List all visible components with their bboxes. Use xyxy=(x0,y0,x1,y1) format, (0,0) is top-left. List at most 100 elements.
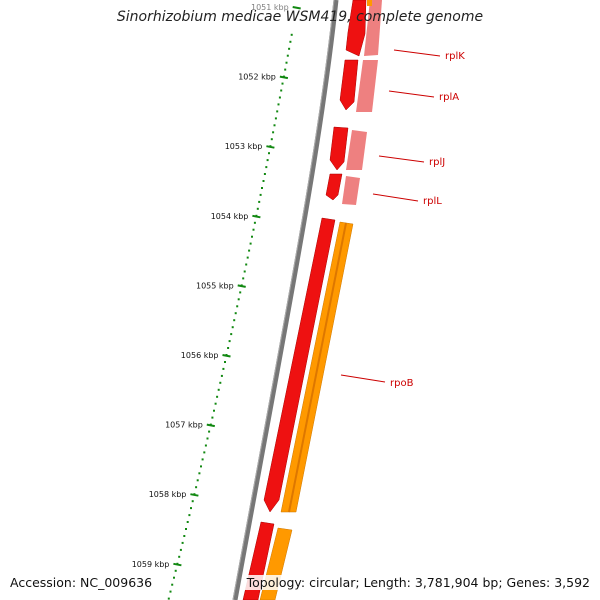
gene-label[interactable]: rplA xyxy=(439,92,459,103)
ruler-major-tick xyxy=(222,354,231,358)
cds-rplk-feature[interactable] xyxy=(364,0,382,56)
ruler-minor-tick xyxy=(272,131,275,134)
gene-rpla-feature[interactable] xyxy=(339,59,359,111)
ruler-minor-tick xyxy=(206,437,209,440)
ruler-label: 1055 kbp xyxy=(196,281,234,290)
ruler-minor-tick xyxy=(265,166,268,169)
ruler-minor-tick xyxy=(186,521,189,523)
cds-rpob-shade xyxy=(288,222,347,513)
ruler-minor-tick xyxy=(259,193,262,196)
ruler-minor-tick xyxy=(203,451,206,454)
ruler-minor-tick xyxy=(289,40,292,43)
leader-rpob xyxy=(340,374,386,383)
ruler-minor-tick xyxy=(208,430,211,433)
topology-text: Topology: circular; Length: 3,781,904 bp… xyxy=(244,575,592,590)
ruler-minor-tick xyxy=(183,535,186,537)
ruler-minor-tick xyxy=(211,416,214,419)
label-leaders xyxy=(340,49,441,383)
ruler-minor-tick xyxy=(248,249,251,252)
gene-features xyxy=(242,0,382,600)
ruler-minor-tick xyxy=(251,235,253,238)
genome-title: Sinorhizobium medicae WSM419, complete g… xyxy=(116,9,484,25)
ruler-minor-tick xyxy=(219,381,222,384)
gene-label[interactable]: rpoB xyxy=(390,378,414,389)
ruler-minor-tick xyxy=(224,361,226,363)
ruler-minor-tick xyxy=(242,277,245,280)
ruler-major-tick xyxy=(279,75,289,80)
ruler-minor-tick xyxy=(220,374,223,377)
ruler-minor-tick xyxy=(261,187,263,189)
ruler-label: 1053 kbp xyxy=(225,142,263,151)
ruler-major-tick xyxy=(252,214,261,219)
genome-backbone xyxy=(232,0,339,600)
gene-rplj-feature[interactable] xyxy=(329,126,349,171)
ruler-minor-tick xyxy=(286,54,289,57)
ruler-minor-tick xyxy=(263,173,266,175)
ruler-label: 1056 kbp xyxy=(181,351,219,360)
gene-rpob-red[interactable] xyxy=(263,217,336,513)
ruler-label: 1059 kbp xyxy=(132,560,170,569)
ruler-minor-tick xyxy=(188,514,191,517)
ruler-minor-tick xyxy=(200,465,202,468)
ruler-minor-tick xyxy=(270,138,273,141)
ruler-minor-tick xyxy=(231,326,234,329)
ruler-label: 1054 kbp xyxy=(211,212,249,221)
cds-rpla-feature[interactable] xyxy=(356,60,378,112)
ruler-minor-tick xyxy=(249,242,252,245)
ruler-minor-tick xyxy=(243,270,246,273)
ruler-minor-tick xyxy=(273,124,276,127)
gene-label[interactable]: rplL xyxy=(423,196,442,207)
ruler-minor-tick xyxy=(214,402,217,405)
ruler-minor-tick xyxy=(185,528,187,530)
ruler-minor-tick xyxy=(217,388,220,391)
ruler-minor-tick xyxy=(171,583,174,586)
ruler-minor-tick xyxy=(253,221,256,224)
ruler-minor-tick xyxy=(246,256,249,259)
ruler-minor-tick xyxy=(227,347,230,349)
ruler-label: 1057 kbp xyxy=(165,421,203,430)
ruler-minor-tick xyxy=(276,110,279,113)
ruler-minor-tick xyxy=(280,89,283,92)
ruler-minor-tick xyxy=(258,200,261,203)
ruler-minor-tick xyxy=(277,103,280,106)
ruler-major-tick xyxy=(190,493,199,497)
leader-rpla xyxy=(388,90,435,98)
gene-rplk-feature[interactable] xyxy=(345,0,367,57)
ruler-minor-tick xyxy=(167,597,170,600)
gene-label[interactable]: rplJ xyxy=(429,157,445,168)
ruler-major-tick xyxy=(266,145,275,149)
ruler-minor-tick xyxy=(266,159,269,162)
ruler-minor-tick xyxy=(195,486,198,489)
ruler-minor-tick xyxy=(290,33,293,36)
ruler-minor-tick xyxy=(173,576,175,579)
ruler-minor-tick xyxy=(178,555,181,558)
ruler-minor-tick xyxy=(256,207,259,210)
ruler-minor-tick xyxy=(268,152,270,155)
ruler-minor-tick xyxy=(198,472,201,475)
ruler-minor-tick xyxy=(213,409,215,412)
ruler-minor-tick xyxy=(233,319,236,322)
ruler-minor-tick xyxy=(204,444,207,447)
ruler-major-tick xyxy=(206,423,215,428)
ruler-minor-tick xyxy=(234,312,237,315)
ruler-label: 1058 kbp xyxy=(149,490,187,499)
ruler-minor-tick xyxy=(285,61,288,64)
ruler-minor-tick xyxy=(230,333,233,336)
ruler-minor-tick xyxy=(278,96,281,99)
leader-rplk xyxy=(393,49,441,57)
gene-rpll-feature[interactable] xyxy=(325,173,343,201)
ruler-minor-tick xyxy=(191,500,194,503)
ruler-minor-tick xyxy=(237,298,240,301)
gene-label[interactable]: rplK xyxy=(445,51,465,62)
ruler-minor-tick xyxy=(236,305,239,308)
cds-rplj-feature[interactable] xyxy=(346,130,367,170)
ruler-minor-tick xyxy=(281,82,284,85)
ruler-label: 1052 kbp xyxy=(238,73,276,82)
ruler-minor-tick xyxy=(245,263,248,266)
leader-rplj xyxy=(378,155,425,163)
cds-rpll-feature[interactable] xyxy=(342,176,360,205)
rpo-top-fragment xyxy=(367,0,372,6)
ruler-minor-tick xyxy=(262,180,265,182)
